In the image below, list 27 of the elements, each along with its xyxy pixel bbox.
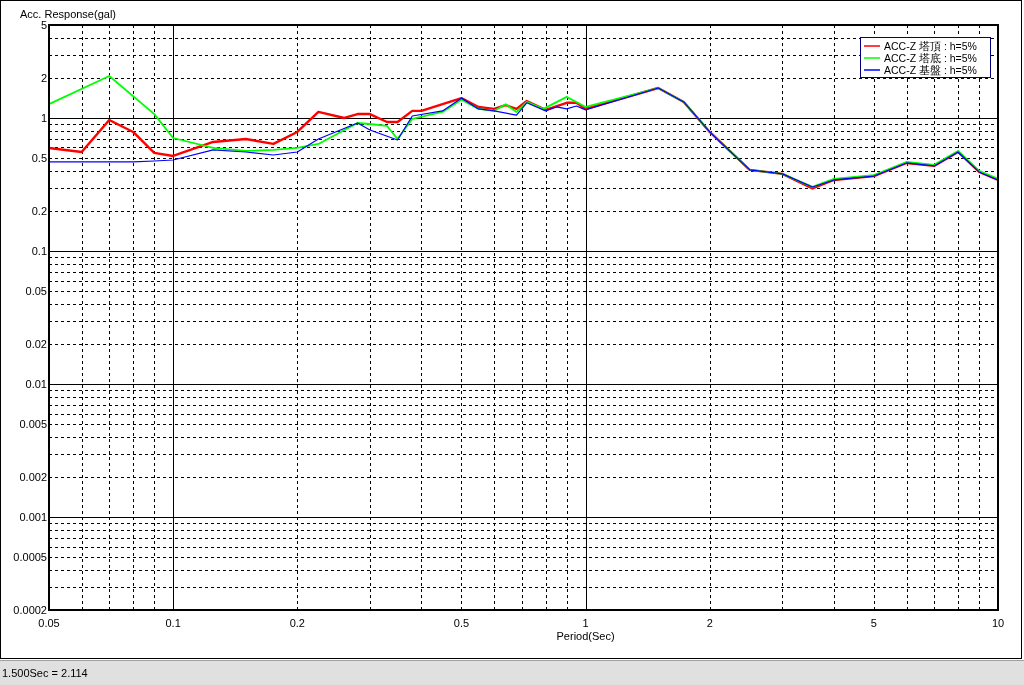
y-tick-label: 0.0005 (13, 551, 47, 564)
y-tick-label: 0.02 (25, 337, 47, 350)
x-tick-label: 0.2 (289, 617, 305, 629)
legend-label: ACC-Z 塔底 : h=5% (884, 52, 977, 64)
y-tick-label: 0.01 (25, 378, 47, 391)
x-tick-label: 5 (870, 617, 877, 629)
x-tick-label: 0.1 (165, 617, 181, 629)
x-axis-title: Period(Sec) (556, 630, 615, 642)
x-tick-label: 10 (991, 617, 1005, 629)
y-tick-label: 0.0002 (13, 604, 47, 616)
y-tick-label: 0.05 (25, 285, 47, 298)
y-tick-label: 0.005 (19, 418, 47, 431)
y-axis-title: Acc. Response(gal) (20, 8, 116, 20)
x-tick-label: 2 (706, 617, 713, 629)
y-tick-label: 1 (40, 111, 47, 124)
y-tick-label: 0.1 (31, 244, 47, 257)
y-tick-label: 5 (40, 19, 47, 31)
y-tick-label: 0.2 (31, 204, 47, 217)
y-tick-label: 2 (40, 71, 47, 84)
x-tick-label: 1 (582, 617, 589, 629)
legend-label: ACC-Z 塔頂 : h=5% (884, 40, 977, 52)
x-tick-label: 0.5 (453, 617, 470, 629)
y-tick-label: 0.5 (31, 152, 47, 165)
status-bar: 1.500Sec = 2.114 (0, 660, 1024, 685)
legend-label: ACC-Z 基盤 : h=5% (884, 64, 977, 76)
y-tick-label: 0.001 (19, 511, 47, 524)
y-tick-label: 0.002 (19, 470, 47, 483)
